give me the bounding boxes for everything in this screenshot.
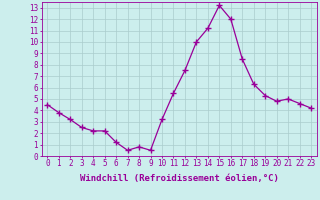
X-axis label: Windchill (Refroidissement éolien,°C): Windchill (Refroidissement éolien,°C) bbox=[80, 174, 279, 183]
